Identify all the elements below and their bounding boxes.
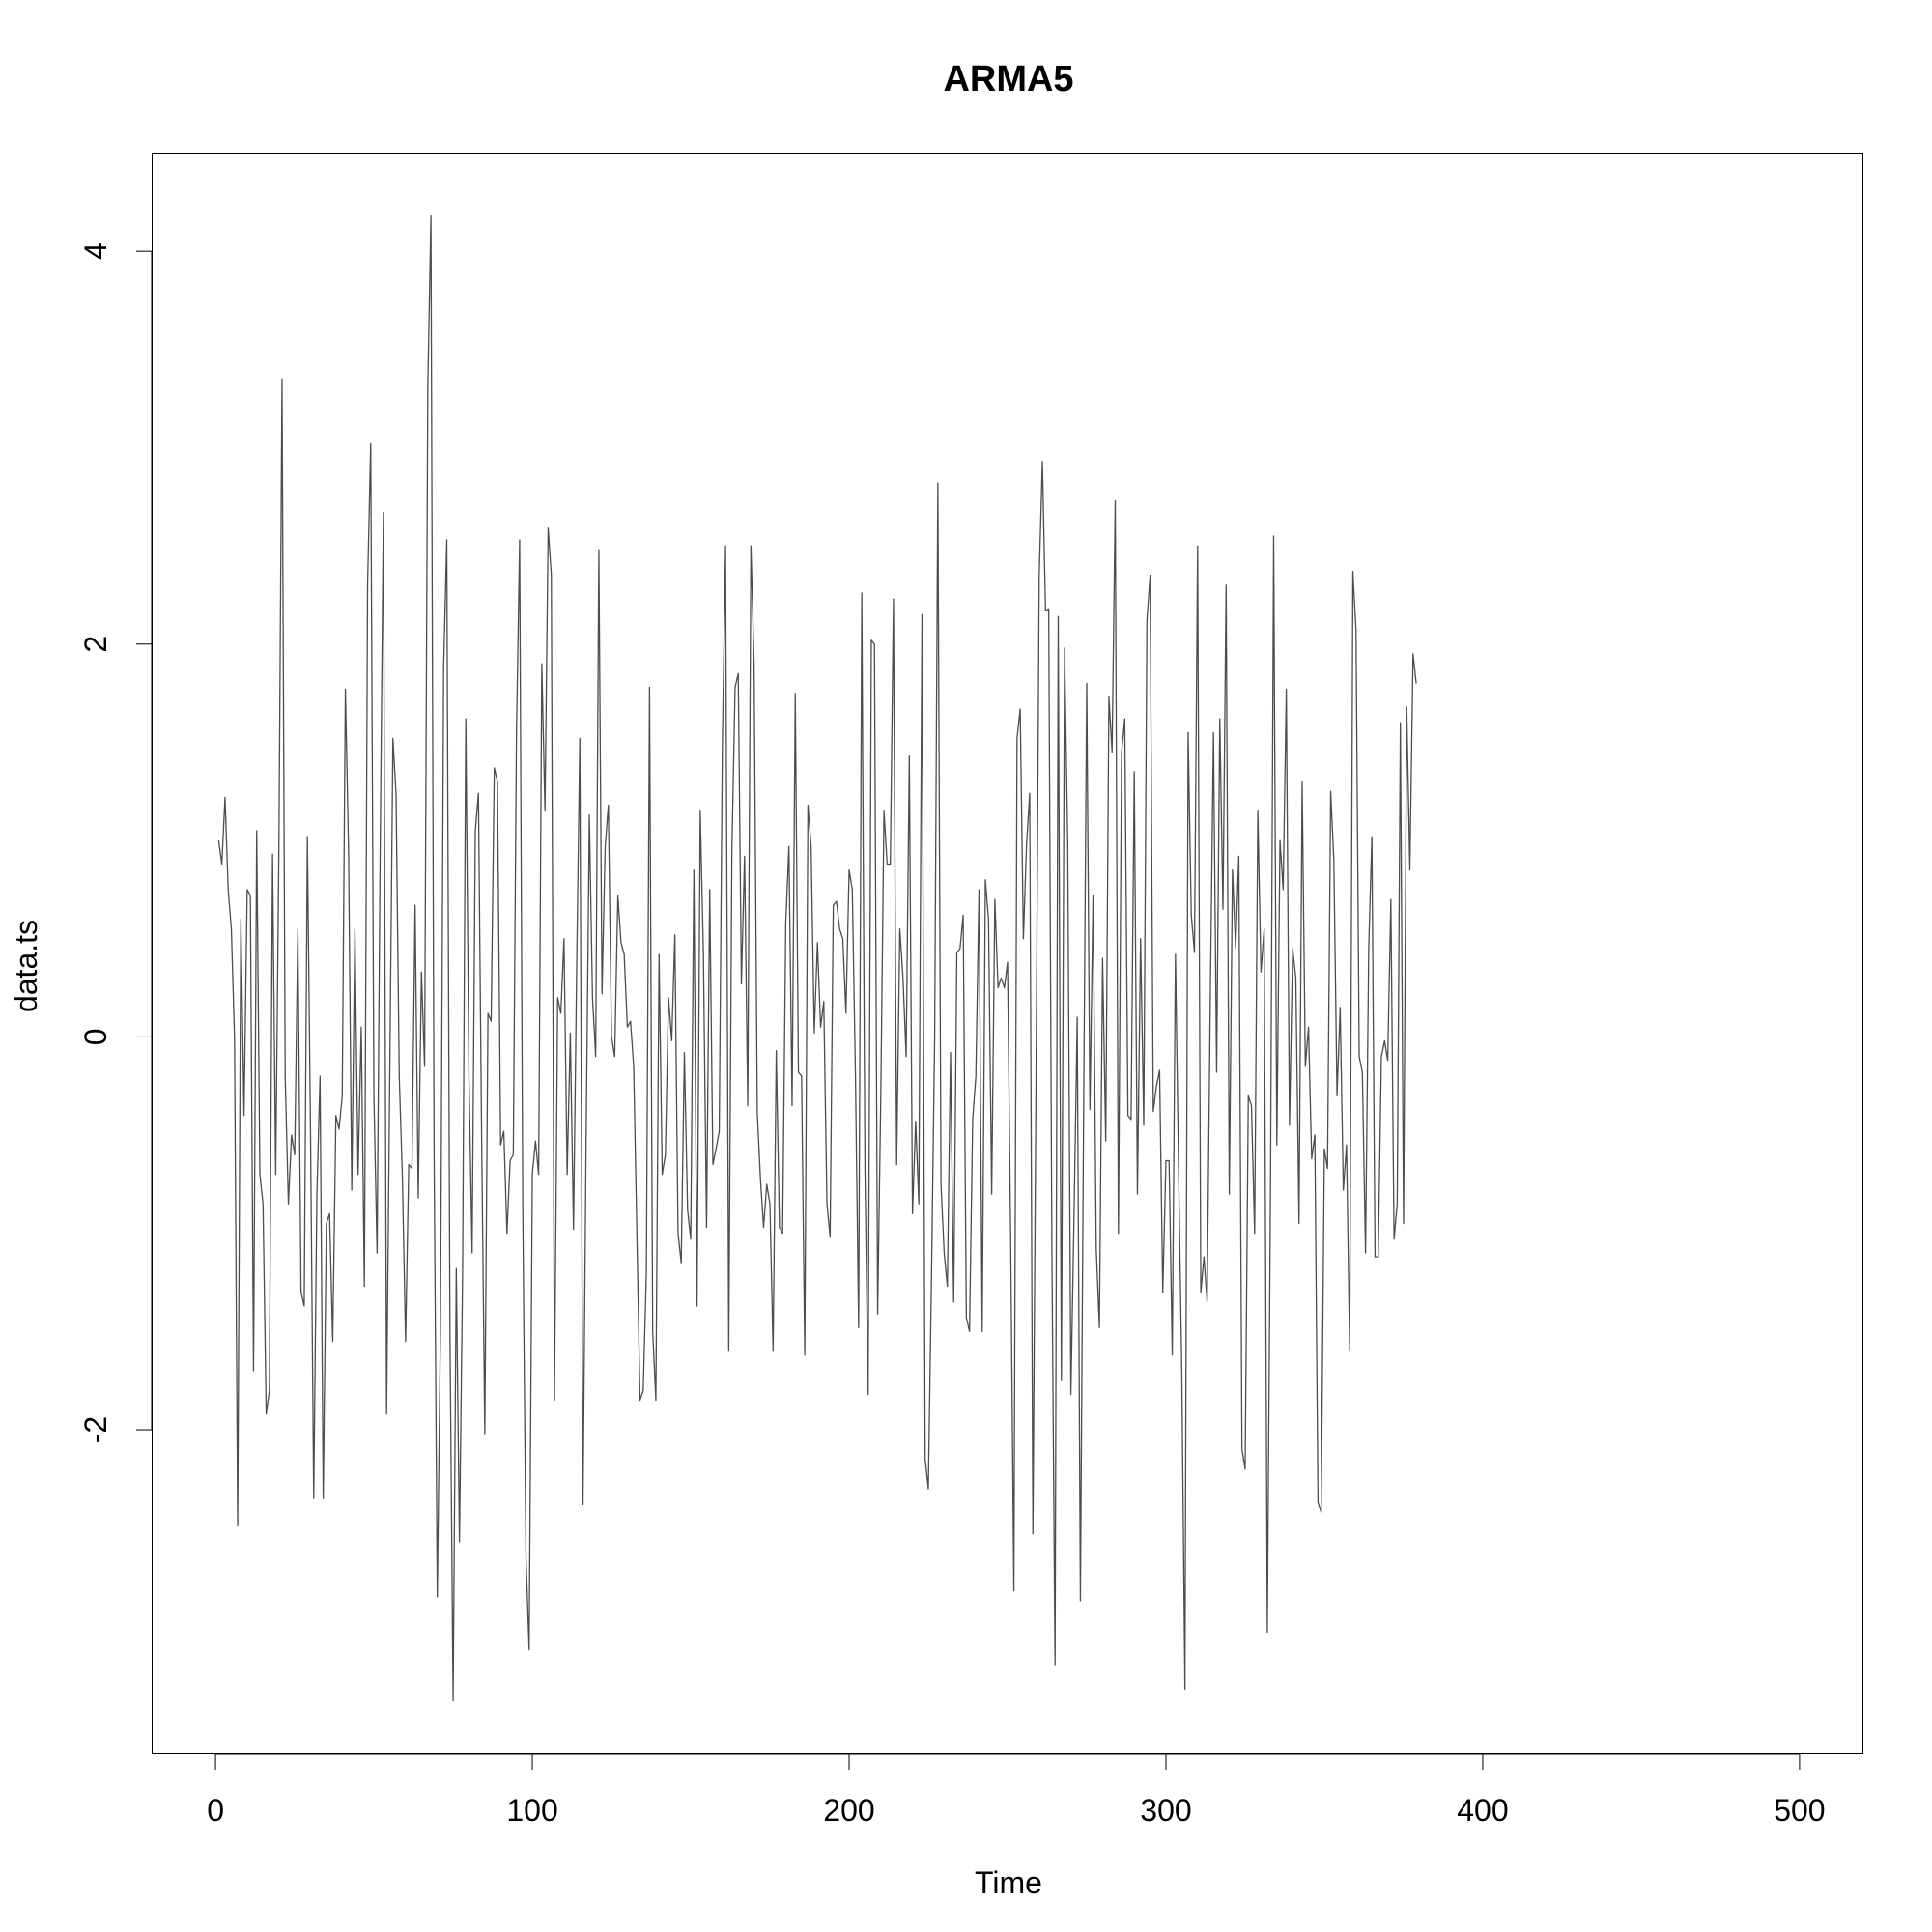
y-tick-label: -2 xyxy=(78,1416,113,1443)
plot-frame xyxy=(152,153,1863,1754)
x-axis: 0 100 200 300 400 500 xyxy=(207,1753,1826,1828)
y-tick-label: 0 xyxy=(78,1029,113,1046)
y-tick-label: 4 xyxy=(78,242,113,260)
x-tick-label: 0 xyxy=(207,1793,224,1828)
chart-title: ARMA5 xyxy=(943,59,1073,99)
y-axis: -2 0 2 4 xyxy=(78,242,153,1443)
x-tick-label: 300 xyxy=(1140,1793,1191,1828)
x-tick-label: 400 xyxy=(1457,1793,1508,1828)
y-tick-label: 2 xyxy=(78,636,113,653)
x-axis-label: Time xyxy=(975,1865,1042,1900)
y-axis-label: data.ts xyxy=(9,920,43,1012)
x-tick-label: 100 xyxy=(506,1793,557,1828)
series-line xyxy=(217,214,1417,1702)
x-tick-label: 500 xyxy=(1774,1793,1825,1828)
x-tick-label: 200 xyxy=(823,1793,874,1828)
